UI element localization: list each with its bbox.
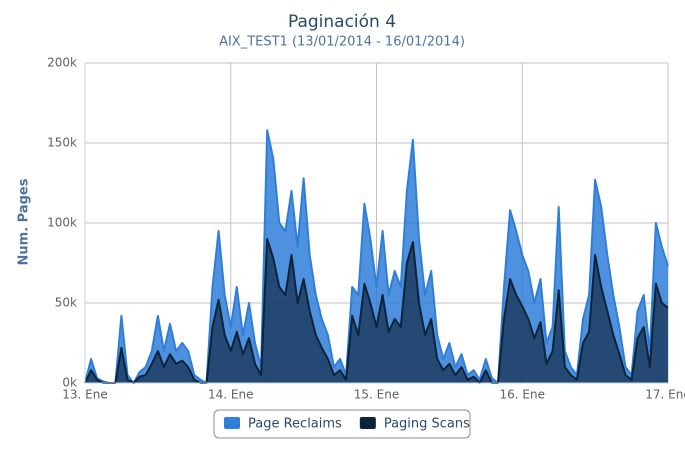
y-tick-label: 50k: [55, 296, 77, 310]
y-axis-title: Num. Pages: [17, 178, 32, 265]
y-tick-label: 0k: [62, 376, 77, 390]
legend-box: [213, 409, 471, 439]
legend-symbol[interactable]: [359, 417, 376, 429]
chart-subtitle: AIX_TEST1 (13/01/2014 - 16/01/2014): [219, 35, 465, 50]
legend-label[interactable]: Page Reclaims: [248, 417, 342, 432]
x-tick-label: 17. Ene: [645, 388, 685, 402]
y-tick-label: 200k: [47, 56, 77, 70]
x-tick-label: 15. Ene: [354, 388, 399, 402]
series-line: [84, 238, 669, 384]
x-tick-label: 14. Ene: [208, 388, 253, 402]
y-tick-label: 100k: [47, 216, 77, 230]
chart-title: Paginación 4: [288, 12, 396, 32]
y-tick-label: 150k: [47, 136, 77, 150]
series-line: [84, 129, 669, 384]
legend-symbol[interactable]: [224, 417, 240, 429]
x-tick-label: 16. Ene: [500, 388, 545, 402]
x-tick-label: 13. Ene: [62, 388, 107, 402]
area-fill: [85, 239, 668, 383]
legend-label[interactable]: Paging Scans: [384, 417, 470, 432]
